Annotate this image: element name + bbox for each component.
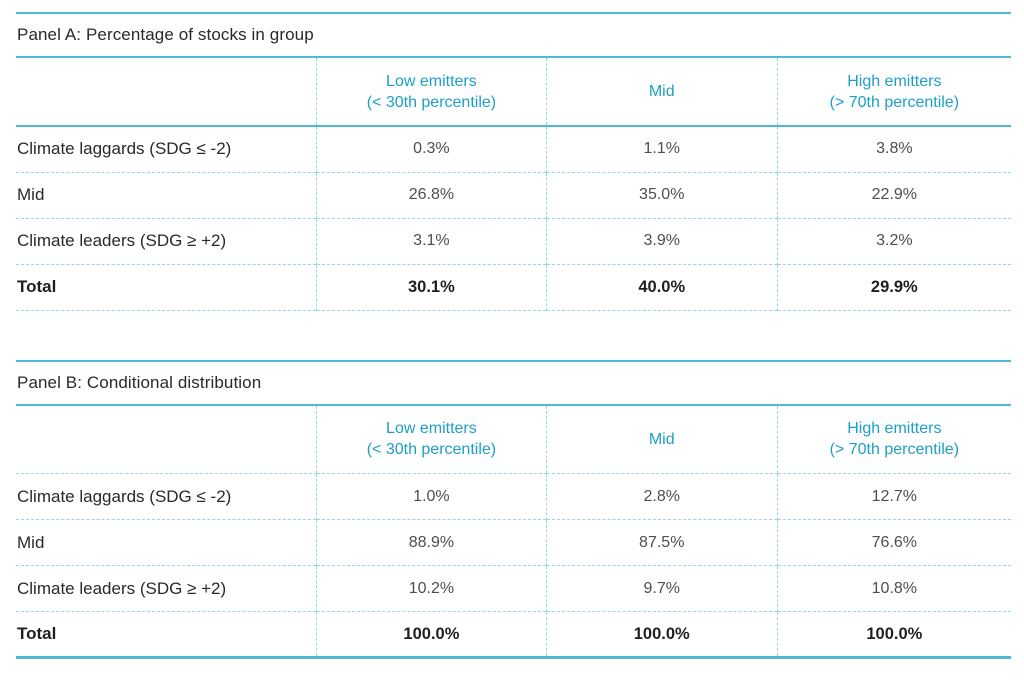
cell-value: 40.0% xyxy=(545,263,778,310)
cell-value: 22.9% xyxy=(776,171,1011,218)
panel-b-empty-header-cell xyxy=(16,404,317,474)
cell-value: 87.5% xyxy=(545,519,778,566)
column-header-line1: Low emitters xyxy=(386,420,477,438)
table-row-mid: Mid 88.9% 87.5% 76.6% xyxy=(16,519,1011,566)
row-label: Climate laggards (SDG ≤ -2) xyxy=(17,486,232,506)
column-header-line1: Mid xyxy=(648,430,675,448)
panel-b-table: Low emitters (< 30th percentile) Mid Hig… xyxy=(16,403,1011,659)
cell-value: 3.8% xyxy=(776,126,1011,172)
cell-value: 3.1% xyxy=(315,217,547,264)
panel-b-title: Panel B: Conditional distribution xyxy=(17,372,262,392)
cell-value: 12.7% xyxy=(776,473,1011,520)
panel-a-top-rule xyxy=(16,12,1011,14)
table-row-climate-leaders: Climate leaders (SDG ≥ +2) 3.1% 3.9% 3.2… xyxy=(16,217,1011,264)
column-header-line2: (> 70th percentile) xyxy=(829,93,960,111)
cell-value: 10.8% xyxy=(776,565,1011,612)
panel-b-column-header-mid: Mid xyxy=(545,404,778,474)
row-label: Climate leaders (SDG ≥ +2) xyxy=(16,217,317,264)
panel-b-top-rule xyxy=(16,359,1011,362)
cell-value: 88.9% xyxy=(315,519,547,566)
panel-b: Panel B: Conditional distribution Low em… xyxy=(16,311,1011,659)
panel-b-header-row: Low emitters (< 30th percentile) Mid Hig… xyxy=(16,404,1011,474)
table-row-climate-laggards: Climate laggards (SDG ≤ -2) 1.0% 2.8% 12… xyxy=(16,473,1011,520)
cell-value: 29.9% xyxy=(776,263,1011,310)
cell-value: 9.7% xyxy=(545,565,778,612)
row-label: Climate laggards (SDG ≤ -2) xyxy=(17,139,232,159)
row-label: Total xyxy=(16,263,317,310)
cell-value: 30.1% xyxy=(315,263,547,310)
panel-a-empty-header-cell xyxy=(16,57,317,127)
report-page: Panel A: Percentage of stocks in group L… xyxy=(16,0,1011,659)
column-header-line1: High emitters xyxy=(847,72,942,90)
table-row-mid: Mid 26.8% 35.0% 22.9% xyxy=(16,171,1011,218)
cell-value: 100.0% xyxy=(776,611,1011,658)
cell-value: 2.8% xyxy=(545,473,778,520)
cell-value: 3.2% xyxy=(776,217,1011,264)
panel-a-title: Panel A: Percentage of stocks in group xyxy=(17,25,314,44)
table-row-climate-laggards: Climate laggards (SDG ≤ -2) 0.3% 1.1% 3.… xyxy=(16,126,1011,172)
cell-value: 26.8% xyxy=(315,171,547,218)
panel-a-column-header-low-emitters: Low emitters (< 30th percentile) xyxy=(315,57,547,127)
cell-value: 3.9% xyxy=(545,217,778,264)
cell-value: 100.0% xyxy=(315,611,547,658)
cell-value: 0.3% xyxy=(315,126,547,172)
column-header-line2: (< 30th percentile) xyxy=(366,441,497,459)
table-row-total: Total 30.1% 40.0% 29.9% xyxy=(16,263,1011,310)
panel-a-header-row: Low emitters (< 30th percentile) Mid Hig… xyxy=(16,57,1011,127)
panel-a-table: Low emitters (< 30th percentile) Mid Hig… xyxy=(16,56,1011,311)
cell-value: 100.0% xyxy=(545,611,778,658)
row-label: Mid xyxy=(16,171,317,218)
row-label: Mid xyxy=(16,519,317,566)
cell-value: 76.6% xyxy=(776,519,1011,566)
panel-a-column-header-mid: Mid xyxy=(545,57,778,127)
panel-a: Panel A: Percentage of stocks in group L… xyxy=(16,0,1011,311)
column-header-line2: (> 70th percentile) xyxy=(829,441,960,459)
column-header-line1: Mid xyxy=(648,83,675,100)
table-row-climate-leaders: Climate leaders (SDG ≥ +2) 10.2% 9.7% 10… xyxy=(16,565,1011,612)
panel-b-column-header-low-emitters: Low emitters (< 30th percentile) xyxy=(315,404,547,474)
cell-value: 1.0% xyxy=(315,473,547,520)
cell-value: 10.2% xyxy=(315,565,547,612)
row-label: Climate leaders (SDG ≥ +2) xyxy=(16,565,317,612)
column-header-line1: Low emitters xyxy=(386,72,477,90)
row-label: Total xyxy=(16,611,317,658)
panel-b-column-header-high-emitters: High emitters (> 70th percentile) xyxy=(776,404,1011,474)
column-header-line1: High emitters xyxy=(847,420,942,438)
column-header-line2: (< 30th percentile) xyxy=(366,93,497,111)
cell-value: 35.0% xyxy=(545,171,778,218)
panel-a-column-header-high-emitters: High emitters (> 70th percentile) xyxy=(776,57,1011,127)
table-row-total: Total 100.0% 100.0% 100.0% xyxy=(16,611,1011,658)
cell-value: 1.1% xyxy=(545,126,778,172)
